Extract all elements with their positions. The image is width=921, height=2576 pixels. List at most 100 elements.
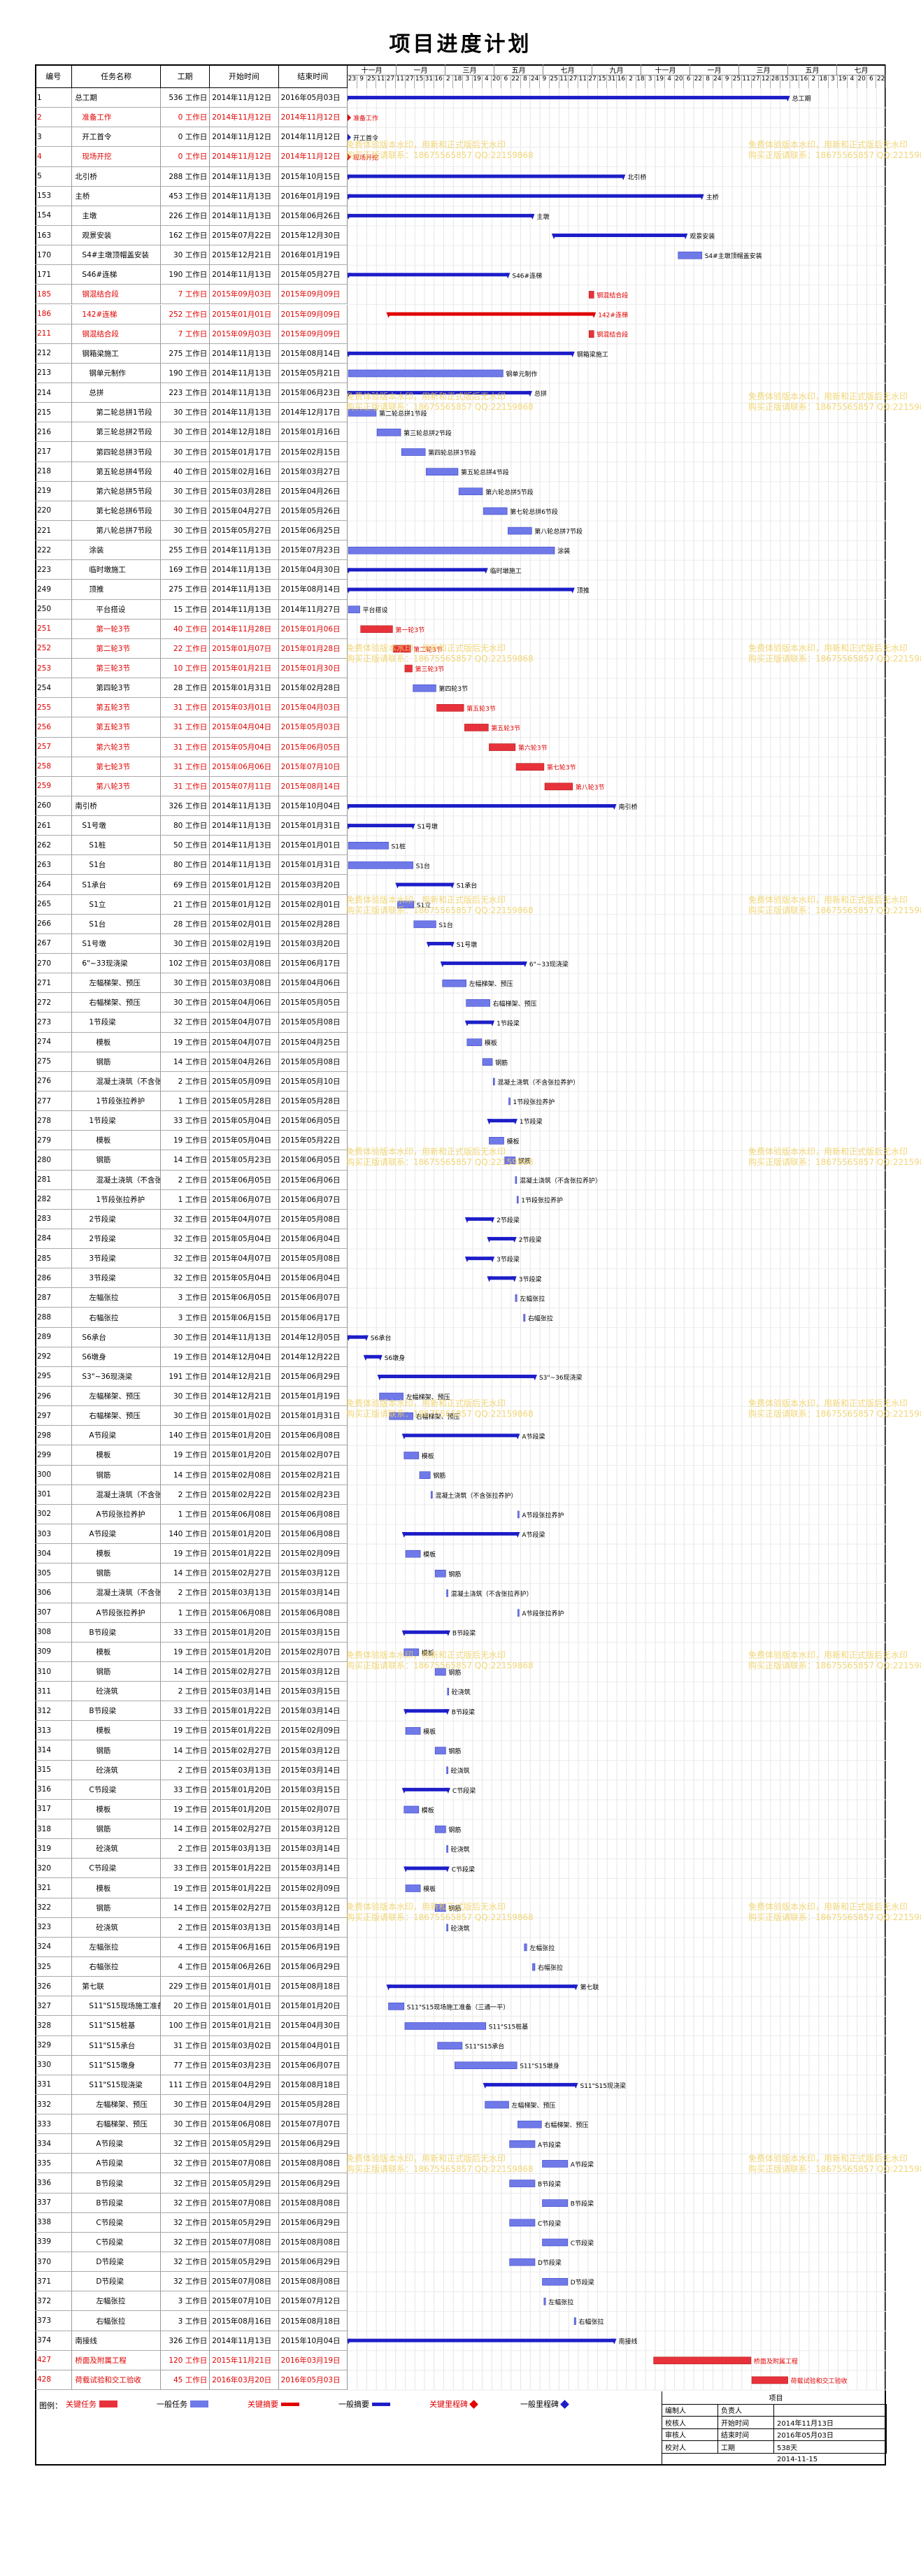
task-row: 371 D节段梁 32 工作日 2015年07月08日 2015年08月08日 <box>35 2272 348 2292</box>
task-name: 混凝土浇筑（不含张拉养护） <box>72 1170 161 1190</box>
summary-cap <box>591 312 597 318</box>
task-bar <box>446 1589 448 1597</box>
timeline-day: 18 <box>819 76 829 88</box>
task-name: A节段张拉养护 <box>72 1603 161 1623</box>
bar-label: 第四轮总拼3节段 <box>428 449 476 457</box>
summary-cap <box>444 1866 450 1873</box>
bar-label: 混凝土浇筑（不含张拉养护） <box>451 1589 533 1598</box>
task-name: 第五轮3节 <box>72 698 161 718</box>
task-duration: 536 工作日 <box>160 88 210 108</box>
task-bar <box>466 999 490 1007</box>
info-header-row: 项目 <box>662 2391 887 2404</box>
timeline-day: 11 <box>559 76 569 88</box>
summary-cap <box>404 1866 409 1873</box>
task-duration: 30 工作日 <box>160 442 210 462</box>
timeline-day: 16 <box>799 76 809 88</box>
task-row: 264 S1承台 69 工作日 2015年01月12日 2015年03月20日 <box>35 875 348 895</box>
task-duration: 32 工作日 <box>160 2252 210 2273</box>
task-end: 2015年01月31日 <box>278 1406 348 1426</box>
bar-label: 现场开挖 <box>353 153 378 162</box>
task-id: 255 <box>35 698 73 718</box>
task-end: 2015年07月23日 <box>278 541 348 561</box>
task-bar <box>454 2061 517 2070</box>
bar-label: 第五轮3节 <box>491 724 520 732</box>
bar-label: 钢混结合段 <box>597 331 628 339</box>
task-duration: 19 工作日 <box>160 1799 210 1820</box>
task-row: 315 砼浇筑 2 工作日 2015年03月13日 2015年03月14日 <box>35 1760 348 1780</box>
task-row: 373 右幅张拉 3 工作日 2015年08月16日 2015年08月18日 <box>35 2311 348 2331</box>
summary-bar <box>428 941 452 945</box>
task-end: 2015年04月01日 <box>278 2035 348 2056</box>
bar-label: 1节段张拉养护 <box>513 1098 555 1106</box>
task-bar <box>492 1078 495 1086</box>
summary-bar <box>348 1335 366 1339</box>
task-bar <box>393 645 411 653</box>
task-name: 第二轮总拼1节段 <box>72 403 161 423</box>
bar-label: S11"S15墩身 <box>520 2062 559 2070</box>
legend-swatch <box>372 2402 390 2406</box>
task-bar <box>446 1766 448 1774</box>
summary-bar <box>485 2082 576 2087</box>
task-row: 323 砼浇筑 2 工作日 2015年03月13日 2015年03月14日 <box>35 1917 348 1938</box>
task-duration: 30 工作日 <box>160 993 210 1013</box>
task-duration: 19 工作日 <box>160 1347 210 1367</box>
legend-item: 一般里程碑 <box>520 2398 569 2410</box>
task-name: 第七轮3节 <box>72 757 161 777</box>
timeline-month: 九月 <box>592 64 641 76</box>
task-end: 2015年06月29日 <box>278 1956 348 1977</box>
bar-label: 1节段梁 <box>497 1019 520 1027</box>
task-duration: 32 工作日 <box>160 1268 210 1289</box>
task-name: 3节段梁 <box>72 1268 161 1289</box>
task-name: 桥面及附属工程 <box>72 2350 161 2370</box>
task-start: 2015年01月07日 <box>210 638 279 659</box>
task-row: 259 第八轮3节 31 工作日 2015年07月11日 2015年08月14日 <box>35 776 348 796</box>
task-end: 2015年01月31日 <box>278 855 348 875</box>
watermark: 免费体验版本水印，用新和正式版后无水印 购买正版请联系：18675565857 Q… <box>748 1902 921 1923</box>
task-end: 2015年05月05日 <box>278 993 348 1013</box>
bar-label: 钢筋 <box>518 1157 531 1165</box>
task-start: 2014年11月13日 <box>210 2331 279 2351</box>
task-start: 2015年02月16日 <box>210 461 279 482</box>
task-row: 251 第一轮3节 40 工作日 2014年11月28日 2015年01月06日 <box>35 619 348 639</box>
task-row: 217 第四轮总拼3节段 30 工作日 2015年01月17日 2015年02月15日 <box>35 442 348 462</box>
task-row: 322 钢筋 14 工作日 2015年02月27日 2015年03月12日 <box>35 1898 348 1918</box>
timeline-day: 19 <box>473 76 483 88</box>
task-start: 2014年11月13日 <box>210 166 279 187</box>
summary-cap <box>401 1433 407 1440</box>
task-duration: 7 工作日 <box>160 285 210 305</box>
task-name: 第七联 <box>72 1977 161 1997</box>
task-duration: 14 工作日 <box>160 1052 210 1072</box>
summary-cap <box>464 1020 470 1026</box>
task-bar <box>483 507 508 515</box>
task-id: 370 <box>35 2252 73 2273</box>
bar-label: 右幅梯架、预压 <box>416 1412 460 1421</box>
task-start: 2015年07月08日 <box>210 2154 279 2174</box>
watermark-line: 购买正版请联系：18675565857 QQ:22159868 <box>748 2164 921 2174</box>
task-name: 钢箱梁施工 <box>72 343 161 364</box>
task-id: 258 <box>35 757 73 777</box>
task-bar <box>653 2356 752 2365</box>
task-start: 2015年01月12日 <box>210 894 279 915</box>
task-row: 278 1节段梁 33 工作日 2015年05月04日 2015年06月05日 <box>35 1111 348 1131</box>
task-end: 2015年05月08日 <box>278 1249 348 1269</box>
task-start: 2015年01月01日 <box>210 304 279 324</box>
task-name: 主墩 <box>72 206 161 226</box>
task-duration: 19 工作日 <box>160 1878 210 1898</box>
watermark-line: 购买正版请联系：18675565857 QQ:22159868 <box>748 1409 921 1419</box>
task-end: 2015年03月14日 <box>278 1760 348 1780</box>
task-id: 217 <box>35 442 73 462</box>
task-start: 2015年01月01日 <box>210 1977 279 1997</box>
task-row: 283 2节段梁 32 工作日 2015年04月07日 2015年05月08日 <box>35 1209 348 1229</box>
task-id: 295 <box>35 1366 73 1387</box>
task-bar <box>413 684 436 692</box>
task-start: 2015年06月05日 <box>210 1170 279 1190</box>
task-id: 2 <box>35 108 73 128</box>
legend-text: 关键摘要 <box>248 2400 278 2409</box>
watermark: 免费体验版本水印，用新和正式版后无水印 购买正版请联系：18675565857 Q… <box>346 1902 534 1923</box>
summary-bar <box>348 391 530 395</box>
summary-cap <box>449 882 455 889</box>
task-start: 2015年06月05日 <box>210 1288 279 1308</box>
task-id: 428 <box>35 2370 73 2390</box>
watermark-line: 免费体验版本水印，用新和正式版后无水印 <box>748 1902 908 1912</box>
